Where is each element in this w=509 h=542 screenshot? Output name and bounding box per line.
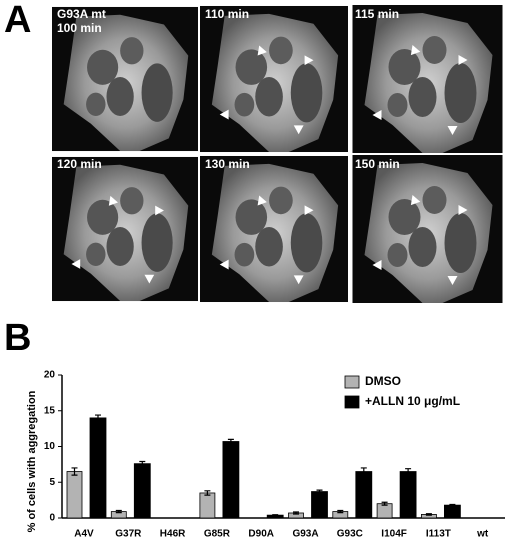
micrograph [200, 155, 348, 303]
bar [443, 504, 461, 519]
error-bar [360, 467, 367, 476]
error-bar [337, 509, 344, 514]
error-bar [71, 467, 78, 476]
micrograph [352, 155, 503, 303]
x-tick-label: D90A [248, 529, 274, 540]
bar [66, 471, 83, 519]
legend-label: DMSO [365, 374, 401, 388]
bar [399, 471, 417, 519]
y-tick-label: 10 [44, 441, 56, 452]
panel-letter: B [4, 317, 31, 359]
bar [222, 441, 240, 519]
error-bar [293, 511, 299, 515]
micrograph [200, 5, 348, 153]
frame-label: 120 min [57, 157, 102, 171]
error-bar [405, 468, 412, 475]
error-bar [381, 501, 388, 506]
y-tick-label: 0 [49, 513, 55, 524]
bar [199, 492, 216, 519]
y-axis-label: % of cells with aggregation [26, 390, 38, 532]
frame-label: 130 min [205, 157, 250, 171]
bar [89, 417, 107, 519]
y-tick-label: 15 [44, 405, 56, 416]
micrograph [352, 5, 503, 153]
error-bar [316, 489, 323, 494]
x-tick-label: G93C [337, 529, 363, 540]
error-bar [425, 513, 432, 516]
legend-swatch [344, 375, 360, 389]
frame-label: 100 min [57, 21, 102, 35]
legend-label: +ALLN 10 μg/mL [365, 394, 460, 408]
y-tick-label: 20 [44, 370, 56, 381]
x-tick-label: G93A [292, 529, 318, 540]
frame-label: 115 min [355, 7, 399, 21]
micrograph [52, 156, 198, 302]
x-tick-label: wt [476, 529, 489, 540]
x-tick-label: A4V [74, 529, 94, 540]
bar [355, 471, 373, 519]
x-tick-label: I113T [426, 529, 451, 540]
x-tick-label: H46R [160, 529, 186, 540]
error-bar [272, 514, 279, 517]
error-bar [115, 509, 122, 514]
y-tick-label: 5 [49, 477, 55, 488]
error-bar [204, 490, 211, 496]
panel-letter: A [4, 0, 31, 41]
legend-swatch [344, 395, 360, 409]
frame-label: 150 min [355, 157, 400, 171]
x-tick-label: I104F [381, 529, 407, 540]
error-bar [227, 438, 234, 445]
frame-label: G93A mt [57, 7, 106, 21]
frame-label: 110 min [205, 7, 249, 21]
bar [376, 503, 393, 519]
micrograph-grid [52, 5, 503, 303]
bar [311, 491, 328, 519]
error-bar [95, 414, 101, 422]
error-bar [139, 460, 146, 467]
bar [133, 463, 151, 519]
x-tick-label: G37R [115, 529, 142, 540]
x-tick-label: G85R [204, 529, 231, 540]
error-bar [449, 503, 456, 507]
